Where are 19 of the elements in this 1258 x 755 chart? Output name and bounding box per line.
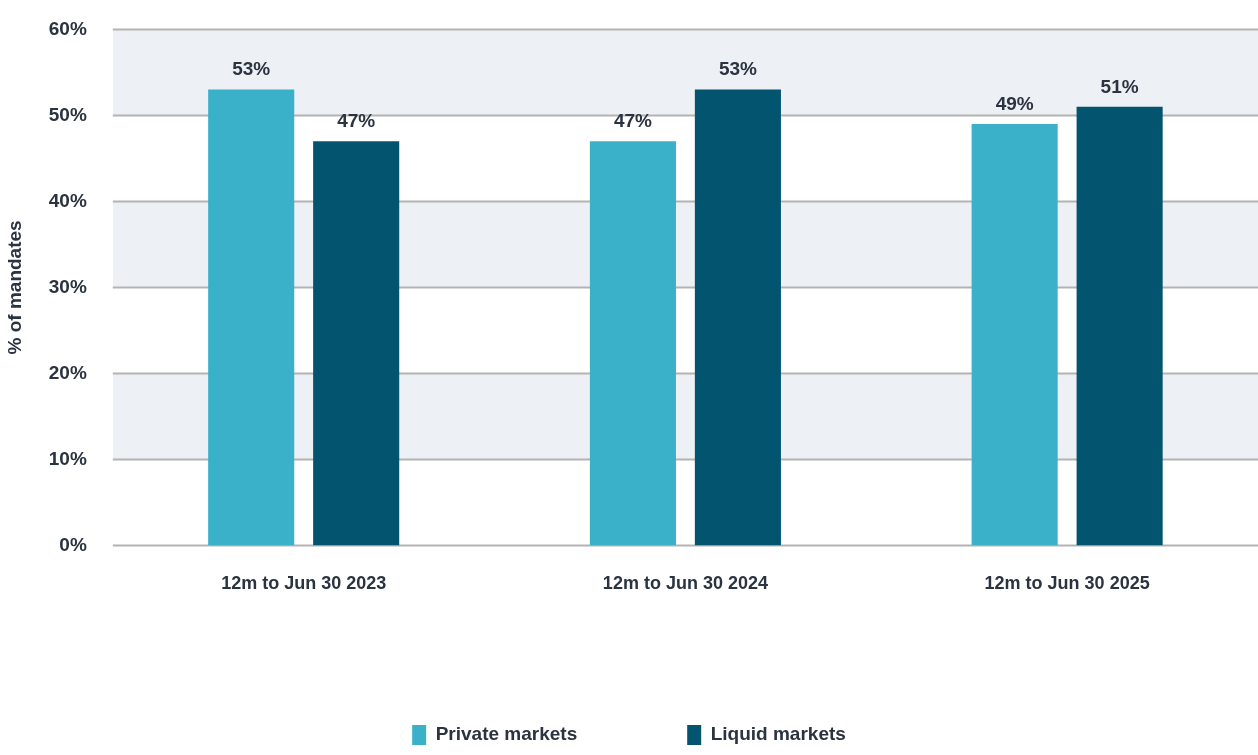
y-axis-title: % of mandates [3,220,25,355]
x-tick-label: 12m to Jun 30 2024 [602,573,768,594]
y-tick-label: 50% [48,103,87,125]
data-label: 49% [995,92,1034,114]
legend-label: Private markets [435,723,578,745]
x-tick-label: 12m to Jun 30 2025 [984,573,1150,594]
data-label: 51% [1100,75,1139,97]
x-tick-label: 12m to Jun 30 2023 [221,573,387,594]
data-label: 47% [337,109,376,131]
data-label: 53% [232,58,271,80]
y-tick-label: 40% [48,189,87,211]
data-label: 47% [613,109,653,131]
y-tick-label: 0% [59,533,87,555]
y-tick-label: 20% [48,361,87,383]
legend-label: Liquid markets [710,723,846,745]
y-tick-label: 30% [48,275,87,297]
y-tick-label: 60% [48,17,87,39]
data-label: 53% [718,58,758,80]
y-tick-label: 10% [48,447,87,469]
